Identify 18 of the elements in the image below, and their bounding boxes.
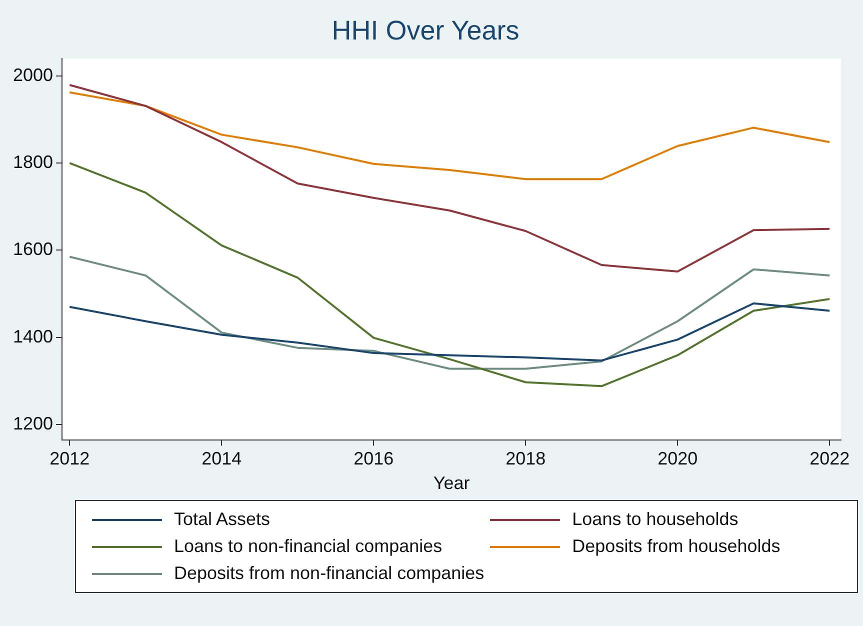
y-tick-label: 1200 <box>12 414 54 434</box>
x-tick-label: 2012 <box>50 448 90 469</box>
x-tick-label: 2022 <box>810 448 850 469</box>
x-tick-label: 2014 <box>202 448 242 469</box>
legend-label: Deposits from non-financial companies <box>174 563 484 584</box>
legend-label: Loans to non-financial companies <box>174 536 442 557</box>
legend-label: Loans to households <box>572 509 738 530</box>
x-axis-title: Year <box>433 473 470 494</box>
y-tick-label: 1600 <box>12 239 54 260</box>
x-tick-label: 2018 <box>506 448 546 469</box>
legend-label: Total Assets <box>174 509 270 530</box>
chart-title: HHI Over Years <box>332 16 520 46</box>
y-tick-label: 2000 <box>12 64 54 85</box>
y-tick-label: 1400 <box>12 326 54 346</box>
y-tick-label: 1800 <box>12 152 54 172</box>
x-tick-label: 2020 <box>658 448 698 469</box>
x-tick-label: 2016 <box>354 448 394 469</box>
legend-label: Deposits from households <box>572 536 780 557</box>
